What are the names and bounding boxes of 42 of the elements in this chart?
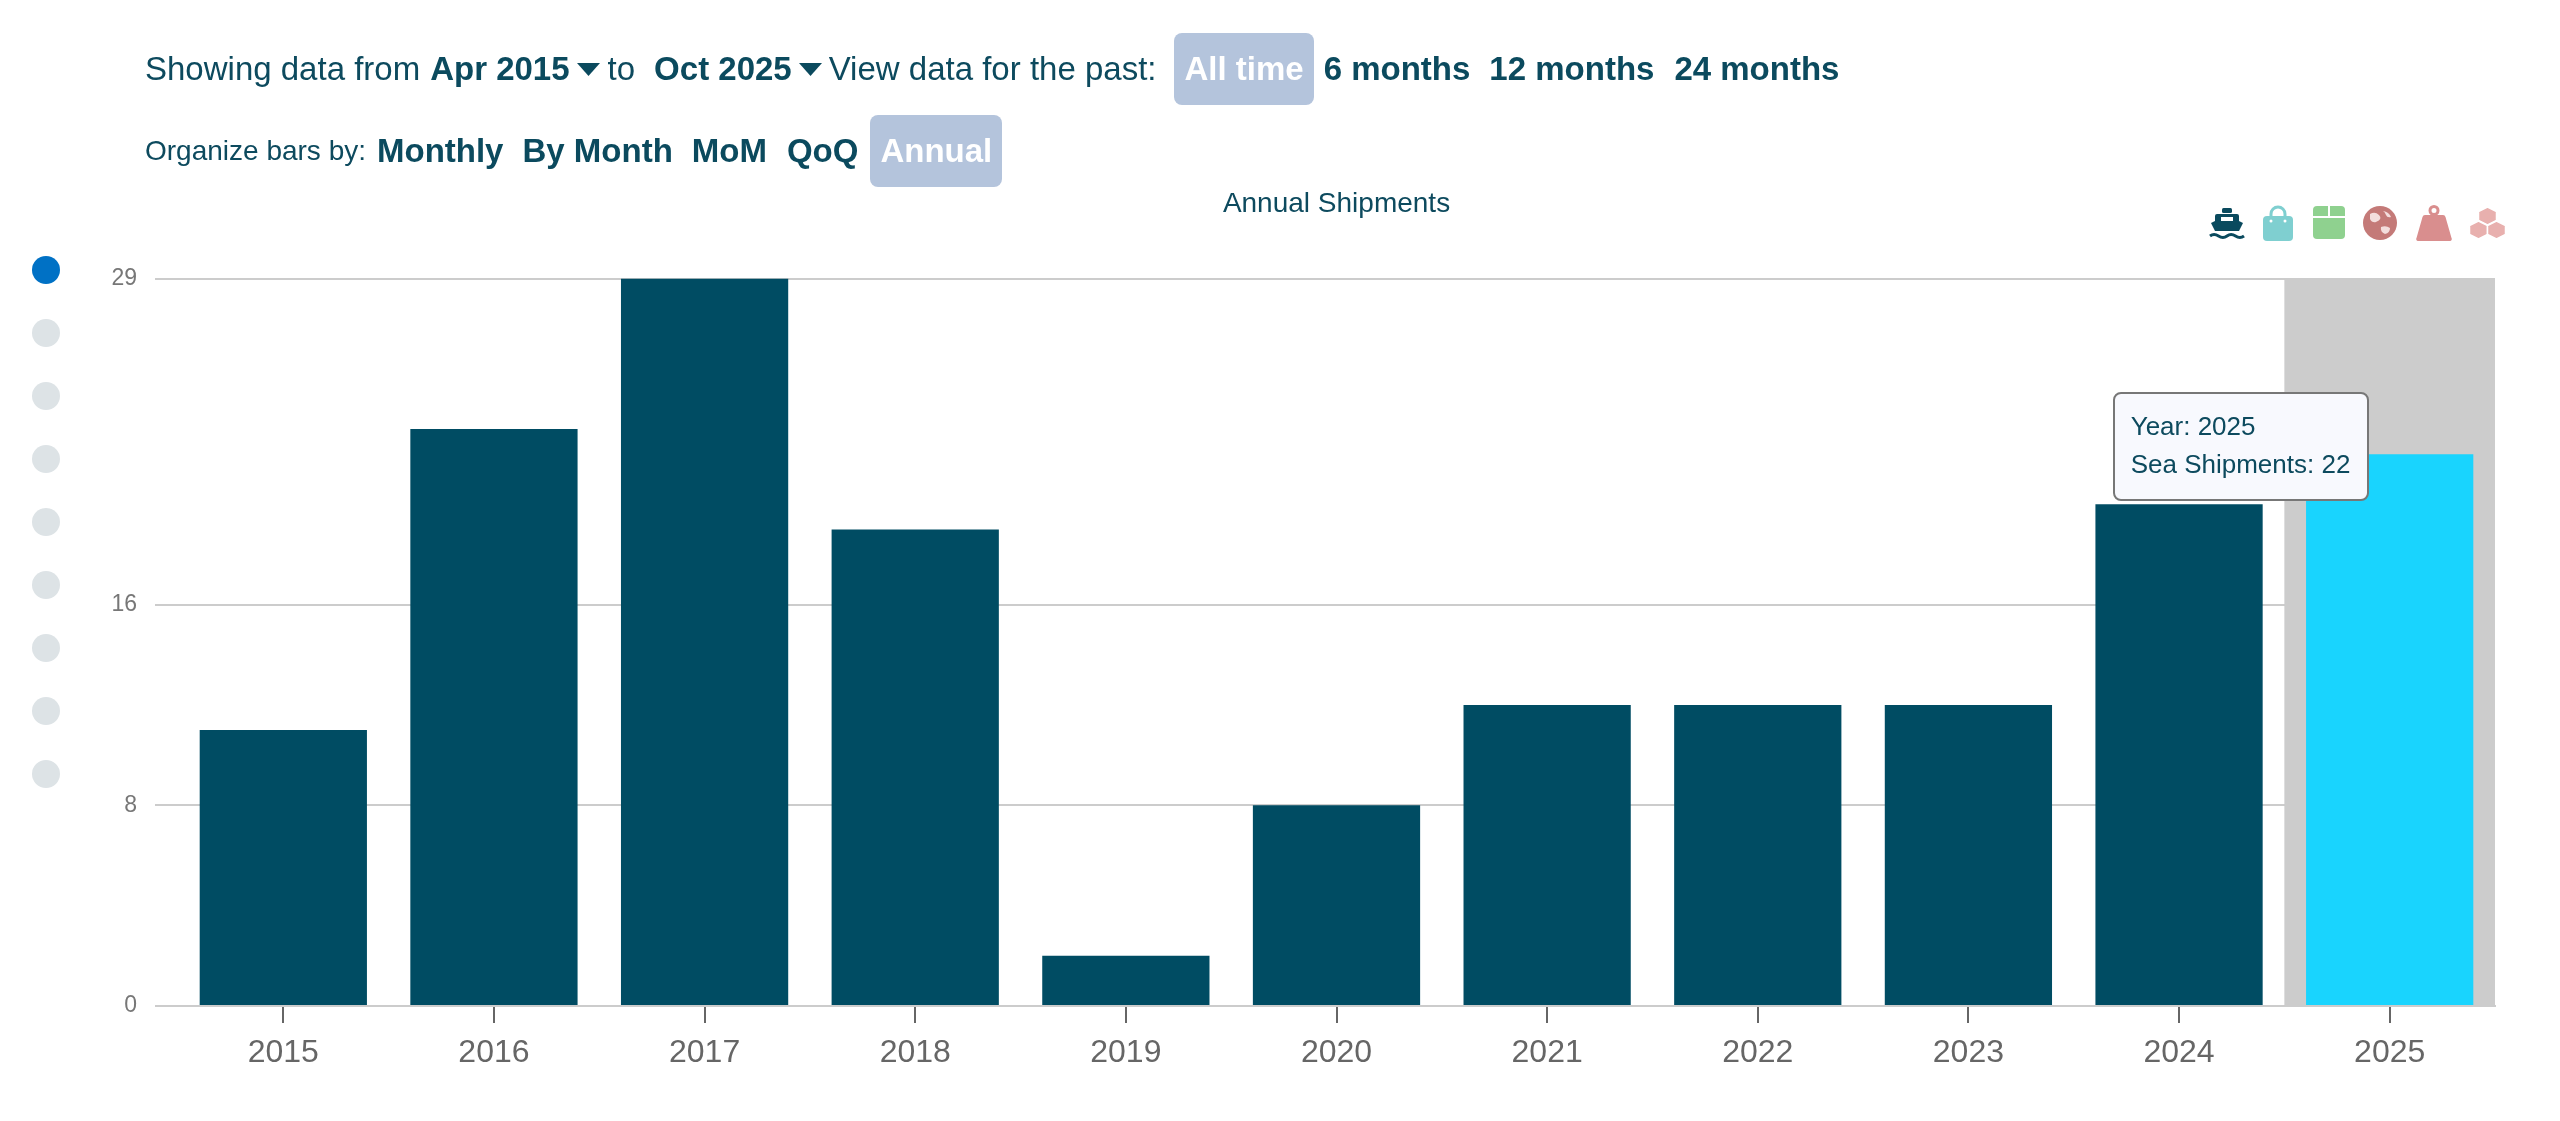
bar <box>1252 805 1421 1005</box>
bar <box>2095 504 2263 1005</box>
text: 24 months <box>1674 50 1840 88</box>
x-tick-label: 2015 <box>247 1033 319 1070</box>
bar <box>831 529 999 1005</box>
x-tick-label: 2023 <box>1932 1033 2004 1070</box>
text: Organize bars by: <box>145 135 366 167</box>
text: Annual <box>880 132 993 170</box>
annotation: Year: 2025 Sea Shipments: 22 <box>2130 410 2351 482</box>
x-tick-label: 2024 <box>2143 1033 2215 1070</box>
x-tick-label: 2022 <box>1722 1033 1794 1070</box>
text: 12 months <box>1489 50 1655 88</box>
bar <box>1674 705 1842 1005</box>
x-tick-label: 2020 <box>1300 1033 1373 1070</box>
y-tick-label: 8 <box>124 790 137 817</box>
x-tick-label: 2018 <box>879 1033 951 1070</box>
text: View data for the past: <box>828 50 1157 88</box>
bar <box>620 278 789 1005</box>
text: Apr 2015 <box>430 50 570 88</box>
text: All time <box>1184 50 1304 88</box>
x-tick-label: 2025 <box>2354 1033 2426 1070</box>
x-tick-label: 2019 <box>1090 1033 1162 1070</box>
bar <box>1042 955 1210 1005</box>
bar <box>1884 705 2053 1005</box>
text: Monthly <box>377 132 504 170</box>
x-tick-label: 2017 <box>669 1033 741 1070</box>
y-tick-label: 29 <box>111 263 137 290</box>
text: Showing data from <box>145 50 421 88</box>
y-tick-label: 16 <box>111 590 137 617</box>
bar <box>410 429 578 1005</box>
text: MoM <box>691 132 767 170</box>
bar <box>1463 705 1631 1005</box>
text: QoQ <box>786 132 859 170</box>
x-tick-label: 2016 <box>458 1033 530 1070</box>
chart-title: Annual Shipments <box>1222 186 1451 218</box>
x-tick-label: 2021 <box>1511 1033 1583 1070</box>
text: Oct 2025 <box>654 50 792 88</box>
text: to <box>607 50 636 88</box>
text: 6 months <box>1323 50 1471 88</box>
text: By Month <box>522 132 673 170</box>
y-tick-label: 0 <box>124 991 137 1018</box>
bar <box>199 730 367 1005</box>
